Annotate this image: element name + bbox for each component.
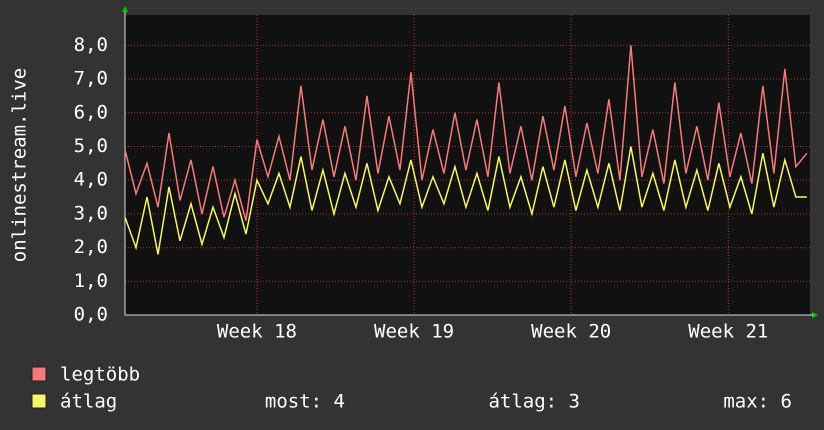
y-tick-label: 8,0 [74,34,108,56]
legend-stat: max: 6 [723,391,792,413]
legend-label: legtöbb [60,364,140,386]
y-tick-label: 3,0 [74,202,108,224]
y-tick-label: 6,0 [74,101,108,123]
y-tick-label: 7,0 [74,68,108,90]
legend-swatch [31,366,47,382]
series-line [124,45,808,221]
y-tick-label: 2,0 [74,236,108,258]
x-tick-label: Week 20 [531,321,611,343]
x-tick-label: Week 21 [688,321,768,343]
x-tick-label: Week 19 [374,321,454,343]
y-tick-label: 1,0 [74,270,108,292]
axis-arrow [122,6,128,12]
y-tick-label: 4,0 [74,169,108,191]
legend-stat: átlag: 3 [488,391,580,413]
y-tick-label: 0,0 [74,304,108,326]
series-line [124,146,807,255]
legend-swatch [31,393,47,409]
y-tick-label: 5,0 [74,135,108,157]
axis-arrow [812,312,818,318]
y-axis-label: onlinestream.live [9,68,31,262]
x-tick-label: Week 18 [217,321,297,343]
legend-stat: most: 4 [265,391,345,413]
legend-label: átlag [60,391,117,413]
